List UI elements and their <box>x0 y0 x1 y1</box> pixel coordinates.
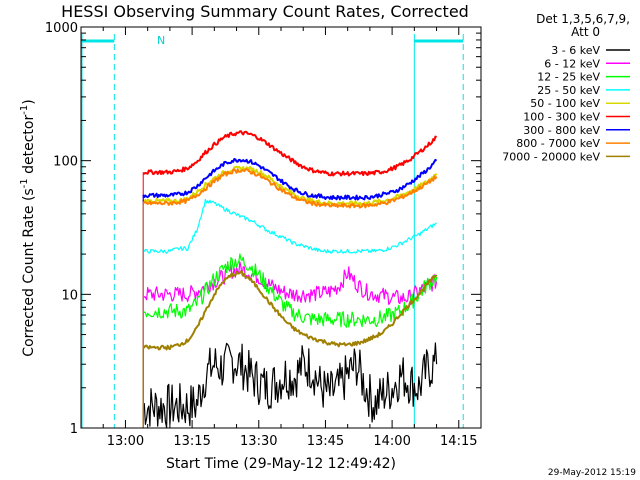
x-tick-label: 13:45 <box>307 434 344 449</box>
series-12-25-kev <box>142 253 438 328</box>
chart-title: HESSI Observing Summary Count Rates, Cor… <box>61 2 469 21</box>
x-tick-label: 13:00 <box>107 434 144 449</box>
series-100-300-kev <box>143 130 437 177</box>
y-tick-label: 1 <box>70 422 78 437</box>
legend-label-6-12: 6 - 12 keV <box>544 57 600 70</box>
x-tick-label: 14:00 <box>373 434 410 449</box>
series-7000-20000-kev <box>143 270 438 351</box>
x-tick-label: 13:30 <box>240 434 277 449</box>
legend-label-800-7000: 800 - 7000 keV <box>516 137 600 150</box>
timestamp: 29-May-2012 15:19 <box>548 468 636 478</box>
x-axis-label: Start Time (29-May-12 12:49:42) <box>166 456 396 472</box>
night-marker: N <box>157 34 165 47</box>
legend-header-1: Det 1,3,5,6,7,9, <box>536 12 630 26</box>
legend-label-7000-20000: 7000 - 20000 keV <box>502 150 600 163</box>
legend-label-12-25: 12 - 25 keV <box>537 71 600 84</box>
legend-label-100-300: 100 - 300 keV <box>523 111 600 124</box>
y-tick-label: 1000 <box>45 21 78 36</box>
y-axis-label: Corrected Count Rate (s-1 detector-1) <box>19 99 37 356</box>
y-tick-label: 100 <box>53 155 78 170</box>
y-tick-label: 10 <box>61 288 78 303</box>
series-25-50-kev <box>142 198 437 254</box>
legend-label-3-6: 3 - 6 keV <box>551 44 600 57</box>
series-3-6-kev <box>142 342 438 429</box>
x-tick-label: 14:15 <box>440 434 477 449</box>
series-800-7000-kev <box>142 168 438 209</box>
x-tick-label: 13:15 <box>173 434 210 449</box>
series-6-12-kev <box>142 261 438 306</box>
legend-header-2: Att 0 <box>571 25 600 39</box>
tick-marks: 13:00 13:15 13:30 13:45 14:00 14:15 1 10 100 1000 <box>45 21 482 449</box>
series-layer <box>142 130 438 429</box>
legend-label-300-800: 300 - 800 keV <box>523 124 600 137</box>
series-300-800-kev <box>142 158 438 201</box>
legend-label-50-100: 50 - 100 keV <box>530 97 600 110</box>
legend-label-25-50: 25 - 50 keV <box>537 84 600 97</box>
